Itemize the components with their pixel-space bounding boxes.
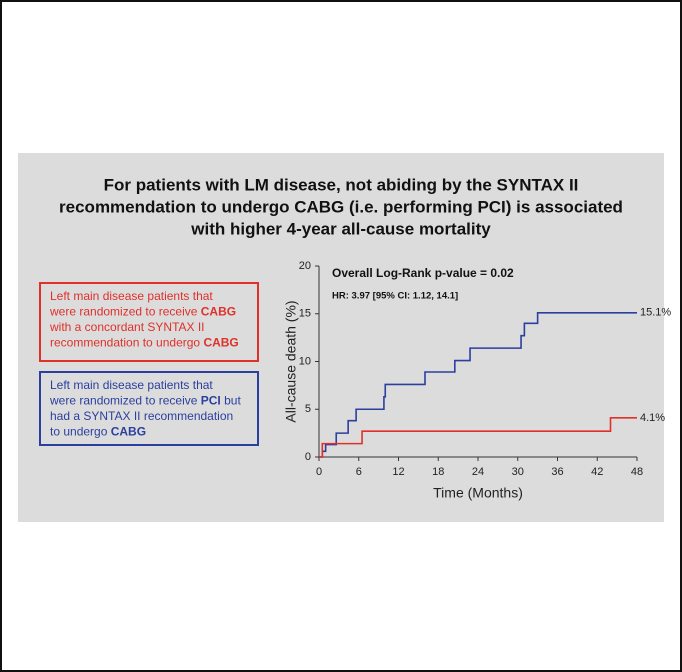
- legend-text-part: recommendation to undergo: [50, 336, 203, 350]
- x-tick-label: 30: [512, 466, 524, 478]
- legend-text: to undergo CABG: [50, 425, 146, 439]
- legend-text-part: were randomized to receive: [49, 305, 201, 319]
- x-axis-label: Time (Months): [433, 485, 523, 501]
- y-tick-label: 15: [299, 308, 311, 320]
- legend-text: recommendation to undergo CABG: [50, 336, 239, 350]
- legend-text-part: CABG: [201, 305, 236, 319]
- x-tick-label: 6: [356, 466, 362, 478]
- end-label: 15.1%: [640, 307, 671, 319]
- legend-text-part: CABG: [203, 336, 238, 350]
- x-tick-label: 12: [392, 466, 404, 478]
- x-tick-label: 24: [472, 466, 484, 478]
- legend-text-part: to undergo: [50, 425, 111, 439]
- legend-text: Left main disease patients that: [50, 378, 213, 392]
- x-tick-label: 18: [432, 466, 444, 478]
- legend-text-part: PCI: [201, 394, 221, 408]
- legend-text: Left main disease patients that: [50, 289, 213, 303]
- panel: [18, 153, 664, 522]
- legend-text-part: Left main disease patients that: [50, 289, 213, 303]
- x-tick-label: 48: [631, 466, 643, 478]
- y-tick-label: 20: [299, 260, 311, 272]
- y-axis-label: All-cause death (%): [283, 300, 299, 422]
- survival-curve: [319, 417, 637, 458]
- legend-text: had a SYNTAX II recommendation: [50, 409, 233, 423]
- x-tick-label: 0: [316, 466, 322, 478]
- legend-text-part: with a concordant SYNTAX II: [49, 320, 205, 334]
- x-tick-label: 36: [551, 466, 563, 478]
- legend-text-part: CABG: [111, 425, 146, 439]
- title-line: For patients with LM disease, not abidin…: [104, 175, 579, 194]
- legend-text: were randomized to receive CABG: [49, 305, 236, 319]
- legend-box: [39, 282, 259, 362]
- survival-curve: [319, 311, 637, 458]
- end-label: 4.1%: [640, 412, 665, 424]
- annotation: HR: 3.97 [95% CI: 1.12, 14.1]: [332, 291, 458, 302]
- legend-text: with a concordant SYNTAX II: [49, 320, 205, 334]
- legend-text-part: were randomized to receive: [49, 394, 201, 408]
- title-line: recommendation to undergo CABG (i.e. per…: [59, 197, 623, 216]
- legend-text-part: Left main disease patients that: [50, 378, 213, 392]
- legend-text: were randomized to receive PCI but: [49, 394, 241, 408]
- y-tick-label: 10: [299, 355, 311, 367]
- legend-text-part: had a SYNTAX II recommendation: [50, 409, 233, 423]
- title-line: with higher 4-year all-cause mortality: [190, 219, 491, 238]
- legend-text-part: but: [221, 394, 242, 408]
- y-tick-label: 5: [305, 403, 311, 415]
- x-tick-label: 42: [591, 466, 603, 478]
- y-tick-label: 0: [305, 451, 311, 463]
- legend-box: [39, 371, 259, 446]
- annotation: Overall Log-Rank p-value = 0.02: [332, 266, 514, 280]
